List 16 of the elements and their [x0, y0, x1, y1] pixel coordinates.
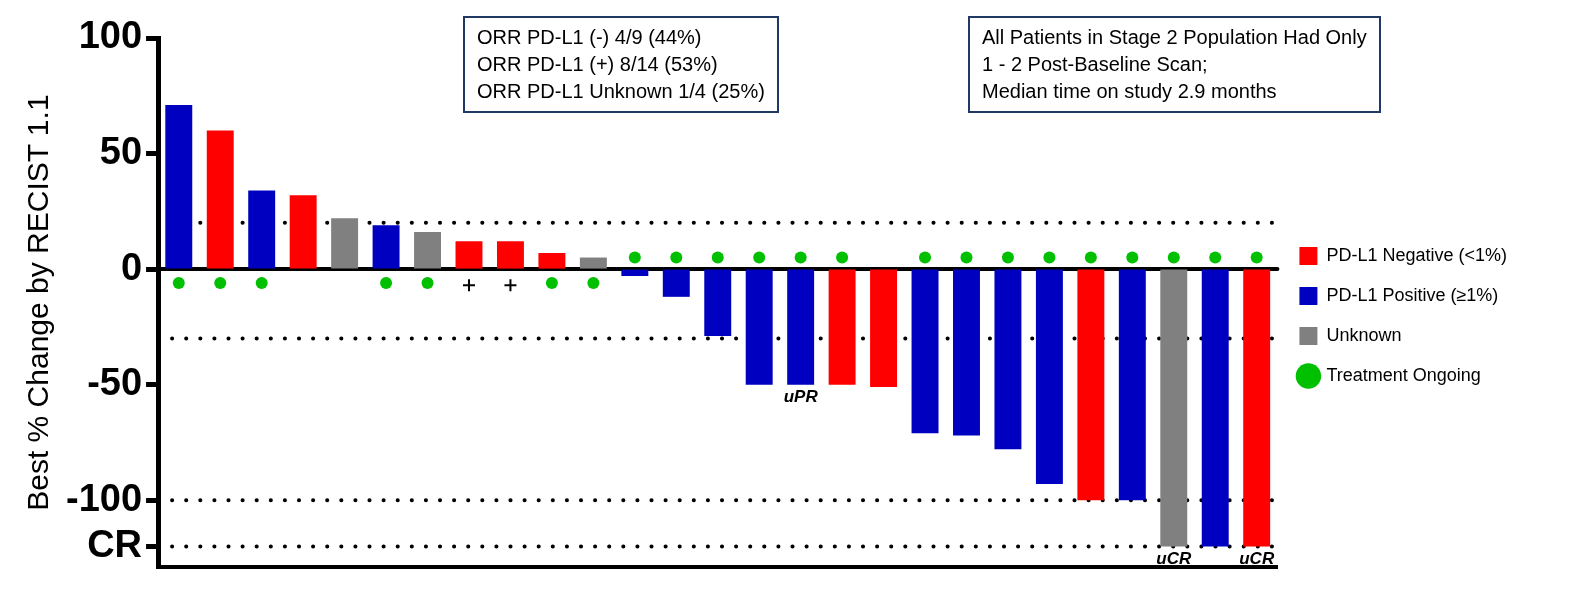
y-axis-title: Best % Change by RECIST 1.1 [21, 94, 55, 511]
annotation: All Patients in Stage 2 Population Had Only 1 - 2 Post-Baseline Scan; Median time on study 2.9 months [968, 16, 1381, 113]
y-tick-label: -50 [87, 361, 143, 404]
data-label: uCR [1239, 548, 1275, 568]
legend-label: PD-L1 Negative (<1%) [1326, 244, 1508, 265]
y-tick-label: -100 [65, 476, 143, 519]
legend-label: Unknown [1326, 324, 1402, 345]
y-tick-label: 100 [78, 14, 143, 57]
y-tick-label: CR [87, 522, 143, 565]
legend-label: PD-L1 Positive (≥1%) [1326, 284, 1499, 305]
annotation: ORR PD-L1 (-) 4/9 (44%) ORR PD-L1 (+) 8/14 (53%) ORR PD-L1 Unknown 1/4 (25%) [463, 16, 779, 113]
data-label: uPR [783, 386, 819, 406]
y-tick-label: 0 [120, 245, 143, 288]
data-label: uCR [1156, 548, 1192, 568]
y-tick-label: 50 [99, 130, 143, 173]
legend-label: Treatment Ongoing [1326, 364, 1481, 385]
